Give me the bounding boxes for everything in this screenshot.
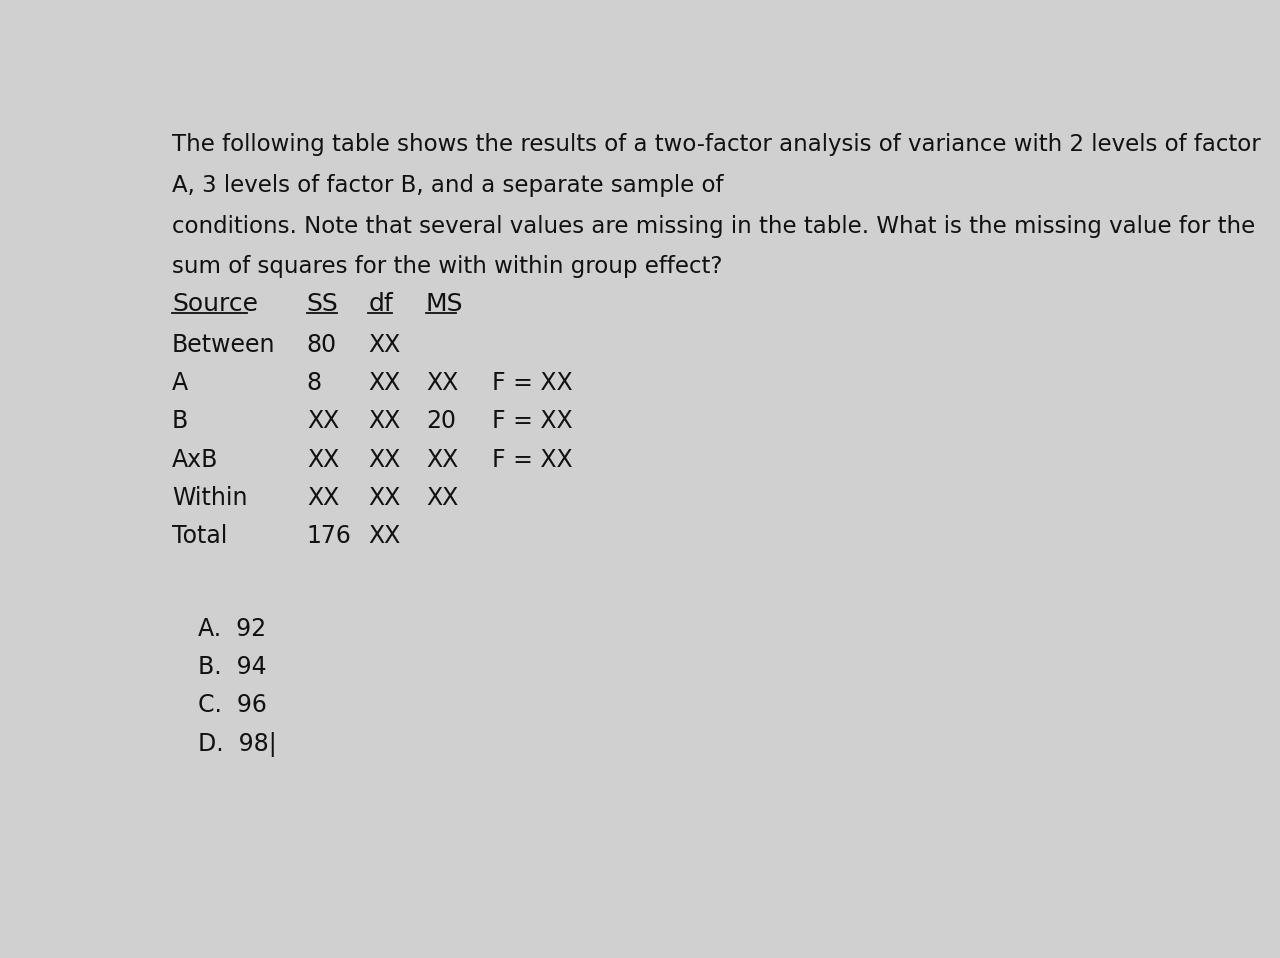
Text: Between: Between (172, 332, 275, 356)
Text: df: df (369, 292, 393, 316)
Text: 80: 80 (307, 332, 337, 356)
Text: Total: Total (172, 524, 228, 548)
Text: XX: XX (426, 486, 458, 510)
Text: XX: XX (369, 524, 401, 548)
Text: XX: XX (307, 447, 339, 471)
Text: XX: XX (307, 409, 339, 433)
Text: B.  94: B. 94 (197, 655, 266, 679)
Text: A: A (172, 371, 188, 395)
Text: XX: XX (369, 332, 401, 356)
Text: B: B (172, 409, 188, 433)
Text: XX: XX (426, 371, 458, 395)
Text: A.  92: A. 92 (197, 617, 266, 641)
Text: XX: XX (369, 371, 401, 395)
Text: XX: XX (307, 486, 339, 510)
Text: 20: 20 (426, 409, 456, 433)
Text: MS: MS (426, 292, 463, 316)
Text: sum of squares for the with within group effect?: sum of squares for the with within group… (172, 255, 722, 278)
Text: C.  96: C. 96 (197, 694, 266, 718)
Text: AxB: AxB (172, 447, 219, 471)
Text: Source: Source (172, 292, 257, 316)
Text: D.  98|: D. 98| (197, 732, 276, 757)
Text: Within: Within (172, 486, 247, 510)
Text: XX: XX (426, 447, 458, 471)
Text: XX: XX (369, 486, 401, 510)
Text: F = XX: F = XX (493, 371, 573, 395)
Text: 176: 176 (307, 524, 352, 548)
Text: XX: XX (369, 409, 401, 433)
Text: A, 3 levels of factor B, and a separate sample of: A, 3 levels of factor B, and a separate … (172, 174, 737, 197)
Text: F = XX: F = XX (493, 409, 573, 433)
Text: 8: 8 (307, 371, 323, 395)
Text: SS: SS (307, 292, 339, 316)
Text: F = XX: F = XX (493, 447, 573, 471)
Text: XX: XX (369, 447, 401, 471)
Text: The following table shows the results of a two-factor analysis of variance with : The following table shows the results of… (172, 133, 1261, 156)
Text: conditions. Note that several values are missing in the table. What is the missi: conditions. Note that several values are… (172, 215, 1256, 238)
